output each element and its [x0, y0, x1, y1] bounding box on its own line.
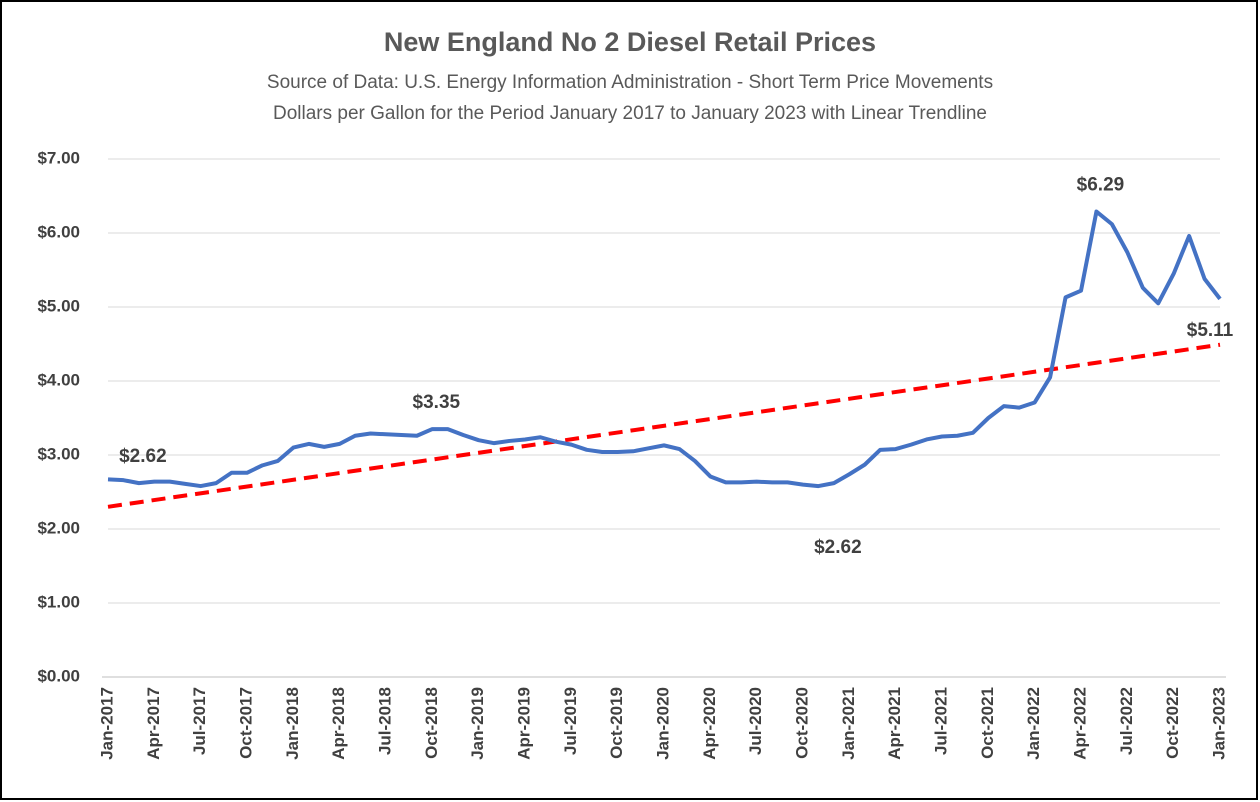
y-tick-label: $3.00 [37, 444, 80, 463]
y-tick-label: $5.00 [37, 296, 80, 315]
x-tick-label: Jul-2019 [561, 687, 580, 755]
x-tick-label: Jul-2018 [375, 687, 394, 755]
x-tick-label: Jul-2021 [931, 687, 950, 755]
y-tick-label: $1.00 [37, 592, 80, 611]
x-tick-label: Apr-2019 [514, 687, 533, 760]
y-tick-label: $4.00 [37, 370, 80, 389]
x-tick-label: Jan-2020 [653, 687, 672, 760]
x-tick-label: Apr-2018 [329, 687, 348, 760]
x-tick-label: Oct-2022 [1163, 687, 1182, 759]
x-tick-label: Oct-2020 [792, 687, 811, 759]
x-tick-label: Oct-2019 [607, 687, 626, 759]
data-label: $6.29 [1077, 175, 1125, 196]
x-tick-label: Jan-2019 [468, 687, 487, 760]
x-tick-label: Apr-2017 [144, 687, 163, 760]
x-tick-label: Apr-2021 [885, 687, 904, 760]
x-tick-label: Oct-2017 [236, 687, 255, 759]
chart-subtitle: Source of Data: U.S. Energy Information … [267, 72, 993, 93]
y-tick-label: $2.00 [37, 518, 80, 537]
x-tick-label: Jan-2017 [97, 687, 116, 760]
x-tick-label: Oct-2021 [978, 687, 997, 759]
data-label: $2.62 [119, 446, 167, 467]
data-line [107, 209, 1222, 489]
data-label: $2.62 [814, 537, 862, 558]
data-label: $3.35 [413, 392, 461, 413]
chart-title: New England No 2 Diesel Retail Prices [384, 27, 876, 57]
x-tick-label: Jul-2017 [190, 687, 209, 755]
x-tick-label: Apr-2020 [700, 687, 719, 760]
chart-subtitle: Dollars per Gallon for the Period Januar… [273, 103, 987, 124]
trendline [107, 342, 1221, 509]
y-tick-label: $7.00 [37, 148, 80, 167]
x-tick-label: Jul-2022 [1117, 687, 1136, 755]
data-label: $5.11 [1187, 320, 1234, 341]
x-tick-label: Jan-2022 [1024, 687, 1043, 760]
x-tick-label: Jan-2021 [839, 687, 858, 760]
y-tick-label: $0.00 [37, 666, 80, 685]
x-tick-label: Jul-2020 [746, 687, 765, 755]
x-tick-label: Oct-2018 [422, 687, 441, 759]
x-tick-label: Apr-2022 [1070, 687, 1089, 760]
y-tick-label: $6.00 [37, 222, 80, 241]
x-tick-label: Jan-2018 [283, 687, 302, 760]
x-tick-label: Jan-2023 [1209, 687, 1228, 760]
